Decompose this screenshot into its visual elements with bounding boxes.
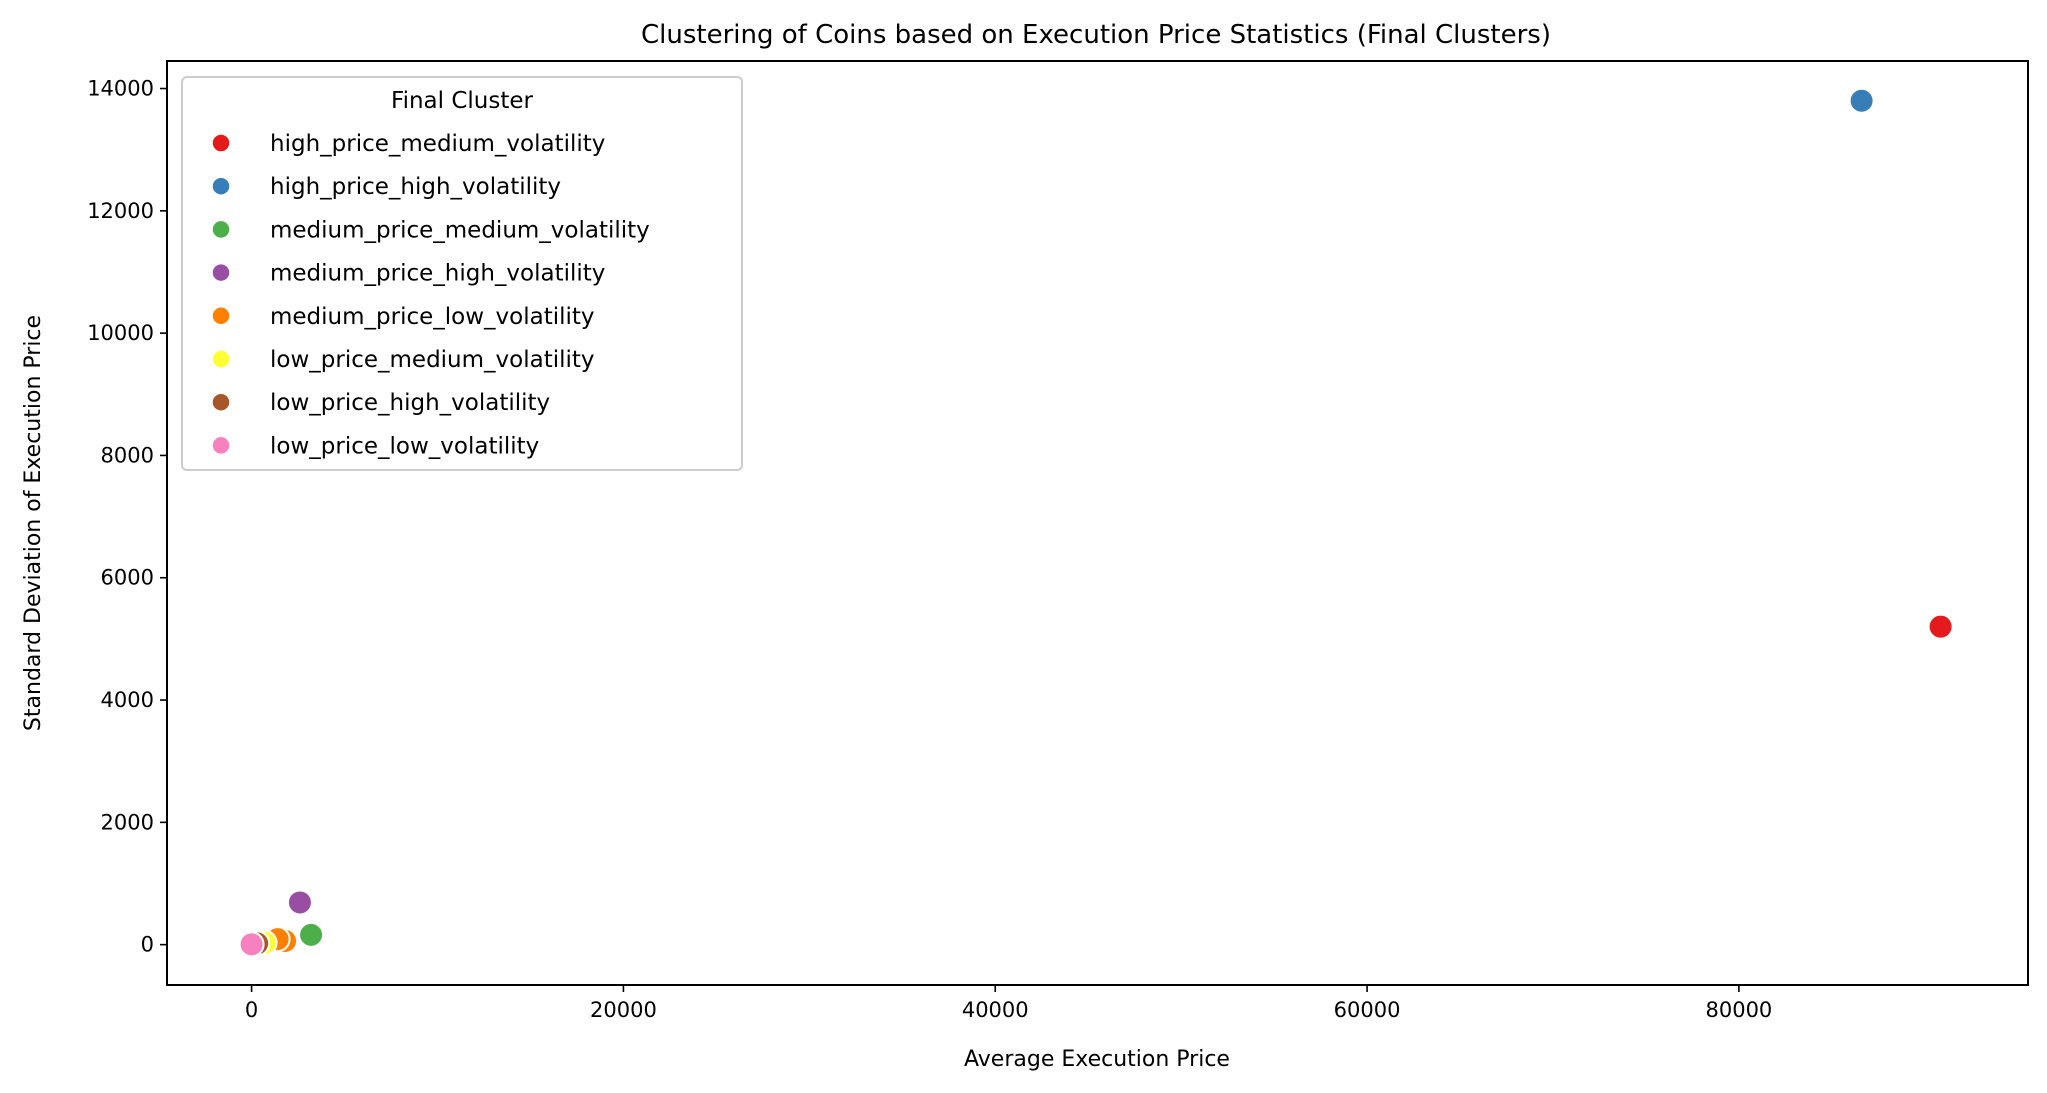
plot-frame [166, 60, 2029, 986]
y-tick-label: 0 [141, 933, 154, 957]
y-tick-label: 6000 [101, 566, 154, 590]
y-tick-label: 8000 [101, 443, 154, 467]
legend-title: Final Cluster [391, 88, 533, 114]
x-tick-label: 40000 [962, 998, 1029, 1022]
data-point [286, 889, 313, 916]
legend-marker [211, 392, 231, 412]
legend-label: low_price_medium_volatility [270, 347, 595, 373]
legend-marker [211, 219, 231, 240]
legend-label: low_price_high_volatility [270, 390, 550, 416]
x-tick-label: 0 [245, 998, 258, 1022]
legend-marker [211, 176, 231, 196]
legend-marker [211, 133, 231, 153]
legend-label: medium_price_medium_volatility [270, 217, 650, 243]
plot-points [238, 87, 1954, 958]
legend-items: high_price_medium_volatility high_price_h… [211, 131, 650, 459]
legend-label: low_price_low_volatility [270, 433, 539, 459]
data-point [1927, 613, 1954, 640]
y-tick-label: 2000 [101, 810, 154, 834]
legend-label: high_price_high_volatility [270, 174, 561, 200]
legend-marker [211, 349, 231, 369]
y-tick-label: 14000 [87, 77, 154, 101]
legend-box [181, 76, 743, 471]
data-point [1848, 87, 1875, 114]
y-tick-label: 4000 [101, 688, 154, 712]
legend-marker [211, 435, 231, 456]
data-point [238, 931, 265, 958]
y-tick-label: 12000 [87, 199, 154, 223]
y-axis-ticks: 0 2000 4000 6000 8000 10000 12000 14000 [87, 77, 167, 957]
legend-label: medium_price_low_volatility [270, 304, 595, 330]
x-axis-ticks: 0 20000 40000 60000 80000 [245, 985, 1772, 1022]
y-tick-label: 10000 [87, 321, 154, 345]
legend-marker [211, 262, 231, 283]
legend-label: high_price_medium_volatility [270, 131, 605, 157]
x-tick-label: 60000 [1334, 998, 1401, 1022]
x-axis-label: Average Execution Price [964, 1047, 1230, 1072]
x-tick-label: 80000 [1705, 998, 1772, 1022]
x-tick-label: 20000 [590, 998, 657, 1022]
chart-title: Clustering of Coins based on Execution P… [641, 20, 1551, 50]
legend-label: medium_price_high_volatility [270, 261, 605, 287]
y-axis-label: Standard Deviation of Execution Price [21, 315, 46, 731]
legend-marker [211, 306, 231, 326]
data-point [298, 921, 325, 948]
legend: Final Cluster high_price_medium_volatili… [181, 76, 743, 471]
